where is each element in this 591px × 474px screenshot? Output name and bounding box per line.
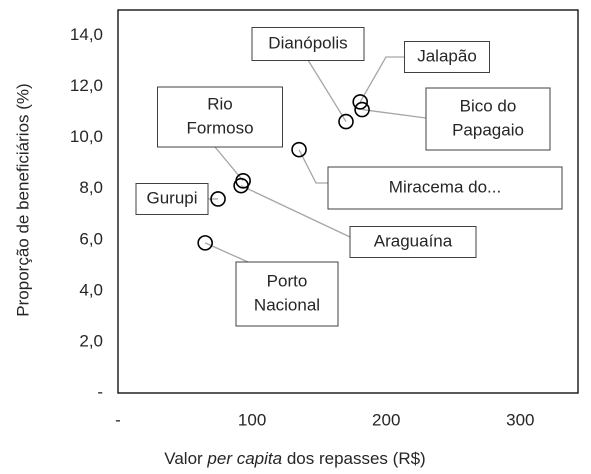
x-tick-label: 300 — [506, 410, 534, 429]
leader-line — [359, 56, 405, 103]
data-label: Gurupi — [146, 188, 197, 207]
label-box — [404, 41, 490, 73]
y-tick-label: 10,0 — [70, 127, 103, 146]
marker — [210, 191, 226, 207]
data-label: Miracema do... — [389, 177, 501, 196]
y-tick-label: 8,0 — [79, 178, 103, 197]
y-tick-label: 4,0 — [79, 280, 103, 299]
marker — [354, 101, 370, 118]
plot-frame — [117, 9, 579, 394]
data-label: Rio — [207, 94, 233, 113]
data-label: Araguaína — [374, 231, 453, 250]
marker — [338, 113, 354, 130]
data-label: Porto — [267, 271, 308, 290]
label-box — [425, 87, 551, 151]
marker — [233, 177, 249, 194]
x-title-part: Valor — [164, 449, 207, 468]
y-tick-label: 14,0 — [70, 25, 103, 44]
leader-line — [307, 59, 347, 122]
data-label: Jalapão — [417, 46, 477, 65]
leader-line — [240, 185, 351, 238]
x-tick-label: 100 — [238, 410, 266, 429]
leader-line — [361, 108, 427, 119]
x-tick-label: - — [115, 410, 121, 429]
y-tick-label: 6,0 — [79, 229, 103, 248]
marker — [291, 141, 307, 158]
x-tick-label: 200 — [372, 410, 400, 429]
data-label: Bico do — [460, 96, 517, 115]
marker — [197, 235, 213, 251]
label-box — [327, 166, 563, 210]
label-box — [135, 183, 209, 215]
x-title-part: per capita — [206, 449, 282, 468]
data-label: Nacional — [254, 295, 320, 314]
leader-line — [298, 149, 328, 184]
x-axis-title: Valor per capita dos repasses (R$) — [164, 449, 425, 468]
data-label: Formoso — [186, 118, 253, 137]
leader-line — [204, 242, 249, 263]
label-box — [157, 86, 283, 148]
y-tick-label: 2,0 — [79, 331, 103, 350]
data-label: Dianópolis — [268, 33, 347, 52]
marker — [352, 94, 369, 110]
y-tick-label: - — [97, 382, 103, 401]
label-box — [251, 27, 365, 61]
x-title-part: dos repasses (R$) — [282, 449, 426, 468]
y-tick-label: 12,0 — [70, 76, 103, 95]
label-box — [235, 261, 339, 327]
data-label: Papagaio — [452, 120, 524, 139]
y-axis-title: Proporção de beneficiários (%) — [13, 83, 32, 316]
label-box — [349, 226, 477, 258]
